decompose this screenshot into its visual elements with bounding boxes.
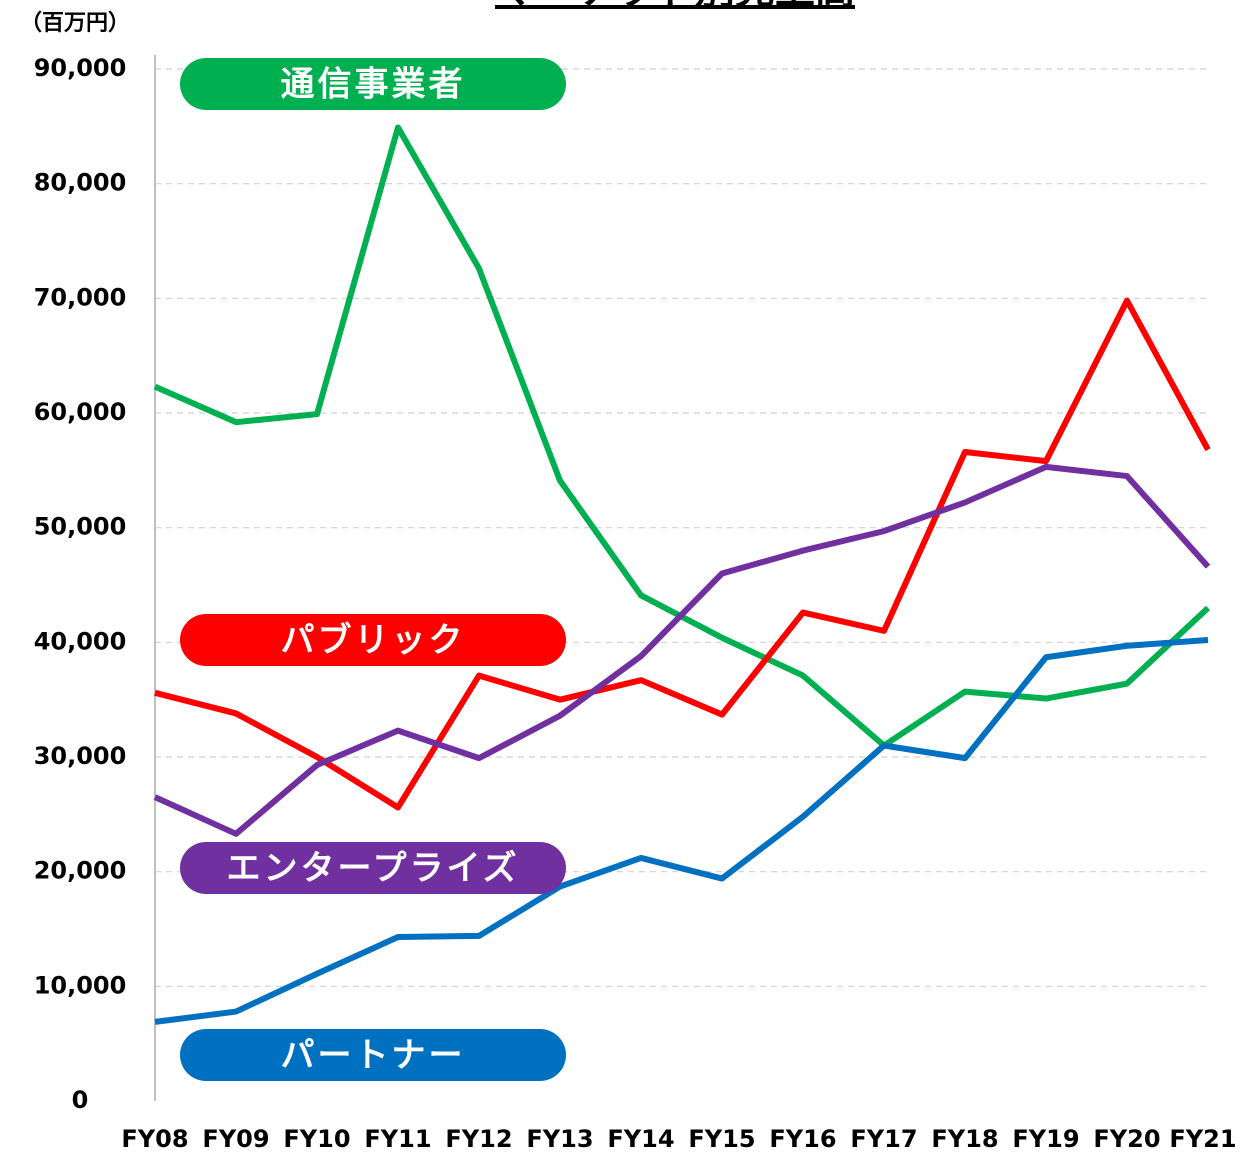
x-tick-label: FY18 — [931, 1125, 998, 1153]
y-tick-label: 20,000 — [34, 857, 127, 885]
y-tick-label: 50,000 — [34, 513, 127, 541]
y-tick-label: 70,000 — [34, 283, 127, 311]
x-tick-label: FY20 — [1093, 1125, 1160, 1153]
legend-pill — [180, 1029, 566, 1081]
x-tick-label: FY15 — [688, 1125, 755, 1153]
legend-label: パブリック — [281, 621, 466, 661]
y-tick-label: 30,000 — [34, 742, 127, 770]
legend-label: パートナー — [281, 1036, 466, 1076]
x-tick-label: FY17 — [850, 1125, 917, 1153]
x-tick-label: FY19 — [1012, 1125, 1079, 1153]
x-tick-label: FY12 — [445, 1125, 512, 1153]
legend-label: エンタープライズ — [227, 849, 520, 889]
series-line — [154, 297, 1211, 811]
y-tick-label: 90,000 — [34, 54, 127, 82]
y-tick-label: 0 — [72, 1086, 89, 1114]
legend-pill — [180, 58, 566, 110]
x-tick-label: FY21 — [1169, 1125, 1236, 1153]
x-tick-label: FY10 — [283, 1125, 350, 1153]
x-tick-label: FY11 — [364, 1125, 431, 1153]
y-unit: （百万円） — [20, 11, 130, 36]
x-tick-label: FY13 — [526, 1125, 593, 1153]
y-tick-label: 60,000 — [34, 398, 127, 426]
x-tick-label: FY08 — [121, 1125, 188, 1153]
legend-pill — [180, 614, 566, 666]
chart-title: マーケット別売上高 — [495, 0, 855, 13]
x-tick-label: FY14 — [607, 1125, 674, 1153]
y-tick-label: 10,000 — [34, 971, 127, 999]
x-tick-label: FY16 — [769, 1125, 836, 1153]
y-tick-label: 80,000 — [34, 169, 127, 197]
x-tick-label: FY09 — [202, 1125, 269, 1153]
legend-label: 通信事業者 — [281, 65, 466, 105]
y-tick-label: 40,000 — [34, 627, 127, 655]
series-line — [154, 637, 1209, 1025]
series-line — [153, 463, 1211, 837]
legend-pill — [180, 842, 566, 894]
